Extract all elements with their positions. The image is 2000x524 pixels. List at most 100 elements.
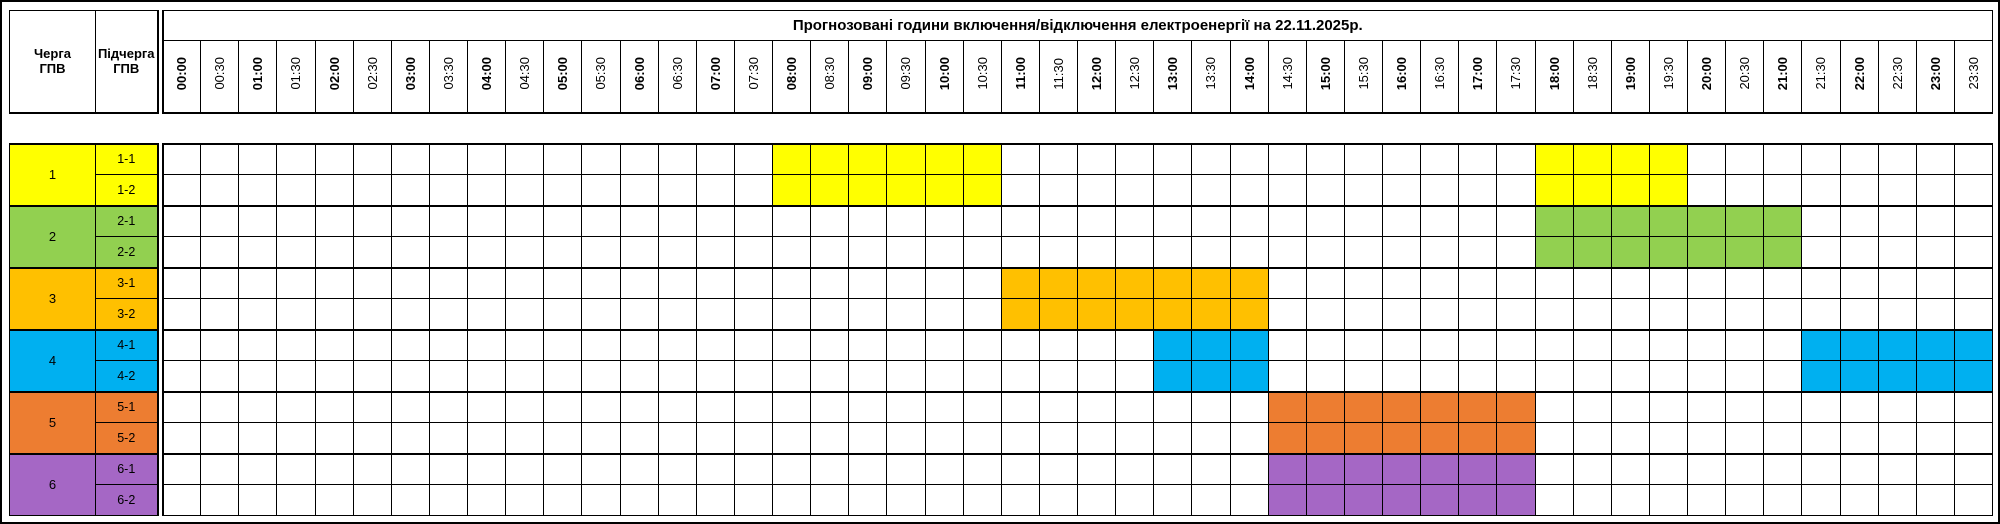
slot-6-1-10:30-on [962, 452, 1002, 485]
slot-2-2-12:00-on [1076, 236, 1117, 268]
row-gap-cell [157, 236, 163, 268]
slot-1-2-23:00-on [1915, 174, 1955, 206]
slot-1-2-06:00-on [619, 174, 659, 206]
slot-4-1-12:00-on [1076, 328, 1117, 361]
slot-1-2-21:30-on [1801, 174, 1841, 206]
slot-4-2-17:30-on [1496, 360, 1536, 392]
slot-2-2-05:30-on [581, 236, 621, 268]
time-label: 14:30 [1279, 57, 1295, 91]
slot-1-1-19:00-outage [1610, 142, 1650, 175]
slot-3-1-18:30-on [1572, 266, 1612, 299]
time-header-22:30: 22:30 [1877, 40, 1917, 114]
slot-5-1-10:30-on [962, 390, 1002, 423]
slot-5-1-01:00-on [238, 390, 278, 423]
slot-6-2-05:00-on [543, 484, 583, 516]
time-label: 11:00 [1012, 57, 1028, 91]
slot-2-2-08:00-on [771, 236, 812, 268]
slot-2-1-16:00-on [1381, 204, 1422, 237]
slot-6-1-16:30-outage [1420, 452, 1460, 485]
slot-3-2-00:00-on [161, 298, 202, 330]
slot-3-2-17:00-on [1458, 298, 1498, 330]
slot-6-2-20:00-on [1686, 484, 1727, 516]
slot-6-2-10:00-on [924, 484, 964, 516]
slot-6-1-04:00-on [466, 452, 507, 485]
slot-5-2-04:00-on [466, 422, 507, 454]
slot-1-1-17:30-on [1496, 142, 1536, 175]
slot-3-1-07:30-on [733, 266, 774, 299]
time-label: 22:00 [1851, 57, 1867, 91]
row-gap-cell [157, 391, 163, 423]
slot-6-2-09:00-on [848, 484, 888, 516]
slot-4-2-17:00-on [1458, 360, 1498, 392]
slot-4-2-06:00-on [619, 360, 659, 392]
slot-4-2-20:00-on [1686, 360, 1727, 392]
time-header-08:30: 08:30 [810, 40, 850, 114]
time-label: 04:30 [517, 57, 533, 91]
slot-1-1-18:30-outage [1572, 142, 1612, 175]
row-gap-cell [157, 205, 163, 237]
slot-2-2-17:00-on [1458, 236, 1498, 268]
slot-1-1-15:00-on [1305, 142, 1345, 175]
time-label: 09:00 [860, 57, 876, 91]
time-header-16:30: 16:30 [1420, 40, 1460, 114]
slot-5-2-00:00-on [161, 422, 202, 454]
slot-6-2-07:00-on [695, 484, 735, 516]
slot-3-2-13:00-outage [1153, 298, 1193, 330]
slot-6-2-06:00-on [619, 484, 659, 516]
queue-header-line1: Черга [34, 45, 71, 61]
slot-2-2-16:30-on [1420, 236, 1460, 268]
slot-3-2-04:30-on [505, 298, 545, 330]
time-label: 09:30 [898, 57, 914, 91]
slot-6-2-05:30-on [581, 484, 621, 516]
slot-3-2-09:00-on [848, 298, 888, 330]
queue-header-line2: ГПВ [39, 61, 66, 77]
time-label: 13:00 [1165, 57, 1181, 91]
slot-4-2-16:00-on [1381, 360, 1422, 392]
time-header-02:30: 02:30 [352, 40, 392, 114]
slot-3-2-07:30-on [733, 298, 774, 330]
slot-4-1-18:30-on [1572, 328, 1612, 361]
time-header-06:30: 06:30 [657, 40, 697, 114]
slot-6-1-03:00-on [390, 452, 430, 485]
slot-6-1-20:30-on [1725, 452, 1765, 485]
slot-1-2-10:30-outage [962, 174, 1002, 206]
slot-5-2-21:30-on [1801, 422, 1841, 454]
slot-1-2-13:30-on [1191, 174, 1231, 206]
slot-6-1-20:00-on [1686, 452, 1727, 485]
slot-3-1-04:00-on [466, 266, 507, 299]
slot-6-2-07:30-on [733, 484, 774, 516]
slot-2-2-21:00-outage [1763, 236, 1803, 268]
slot-2-1-12:30-on [1115, 204, 1155, 237]
time-label: 01:30 [288, 57, 304, 91]
slot-3-2-02:00-on [314, 298, 354, 330]
slot-3-1-17:00-on [1458, 266, 1498, 299]
slot-2-1-22:00-on [1839, 204, 1879, 237]
slot-2-1-12:00-on [1076, 204, 1117, 237]
slot-3-2-21:30-on [1801, 298, 1841, 330]
slot-3-1-10:00-on [924, 266, 964, 299]
slot-5-2-15:00-outage [1305, 422, 1345, 454]
slot-2-1-07:00-on [695, 204, 735, 237]
slot-1-1-16:30-on [1420, 142, 1460, 175]
slot-6-1-05:30-on [581, 452, 621, 485]
slot-3-1-05:30-on [581, 266, 621, 299]
slot-1-2-09:30-outage [886, 174, 926, 206]
time-header-17:30: 17:30 [1496, 40, 1536, 114]
slot-4-2-15:00-on [1305, 360, 1345, 392]
slot-5-2-06:30-on [657, 422, 697, 454]
slot-2-1-23:00-on [1915, 204, 1955, 237]
slot-5-2-13:00-on [1153, 422, 1193, 454]
slot-4-2-04:30-on [505, 360, 545, 392]
slot-6-2-03:30-on [428, 484, 469, 516]
slot-1-1-04:30-on [505, 142, 545, 175]
slot-5-2-12:00-on [1076, 422, 1117, 454]
slot-3-2-16:00-on [1381, 298, 1422, 330]
schedule-row-3-1: 3 3-1 [9, 266, 1994, 330]
slot-6-2-09:30-on [886, 484, 926, 516]
slot-4-2-09:00-on [848, 360, 888, 392]
slot-2-2-00:00-on [161, 236, 202, 268]
slot-4-2-02:30-on [352, 360, 392, 392]
time-label: 20:00 [1699, 57, 1715, 91]
slot-5-2-04:30-on [505, 422, 545, 454]
slot-1-1-01:30-on [276, 142, 316, 175]
